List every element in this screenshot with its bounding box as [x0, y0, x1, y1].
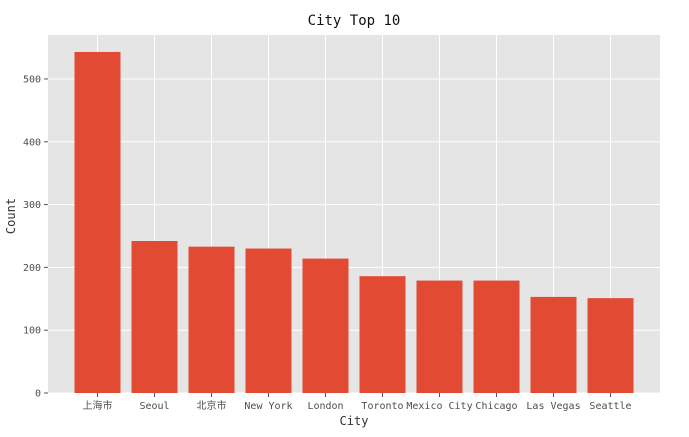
x-tick-label: Seattle [589, 401, 631, 412]
y-axis-ticks: 0 100 200 300 400 500 [23, 74, 48, 400]
x-tick-label: New York [244, 401, 292, 412]
bar [359, 276, 406, 393]
bar [188, 246, 235, 393]
x-tick-label: Seoul [139, 401, 169, 412]
bar [473, 280, 520, 393]
bar [131, 241, 178, 393]
x-tick-label: 北京市 [197, 399, 227, 412]
x-axis-ticks: 上海市 Seoul 北京市 New York London Toronto Mexico C… [83, 393, 632, 412]
y-tick-label: 200 [23, 263, 41, 274]
y-tick-label: 500 [23, 74, 41, 85]
x-tick-label: Mexico City [406, 401, 472, 412]
y-tick-label: 400 [23, 137, 41, 148]
x-axis-label: City [340, 414, 369, 428]
y-tick-label: 300 [23, 200, 41, 211]
x-tick-label: 上海市 [83, 399, 113, 412]
x-tick-label: London [307, 401, 343, 412]
y-tick-label: 100 [23, 326, 41, 337]
x-tick-label: Chicago [475, 401, 517, 412]
x-tick-label: Toronto [361, 401, 403, 412]
chart-title: City Top 10 [308, 13, 401, 29]
bar [587, 298, 634, 393]
bar [74, 51, 121, 394]
y-tick-label: 0 [35, 389, 41, 400]
bar [302, 258, 349, 393]
bar [245, 248, 292, 393]
bars [74, 51, 634, 394]
bar [530, 296, 577, 393]
y-axis-label: Count [4, 198, 18, 234]
x-tick-label: Las Vegas [526, 401, 580, 412]
bar [416, 280, 463, 393]
